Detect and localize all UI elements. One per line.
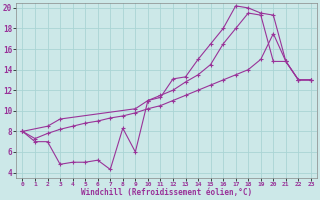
X-axis label: Windchill (Refroidissement éolien,°C): Windchill (Refroidissement éolien,°C)	[81, 188, 252, 197]
